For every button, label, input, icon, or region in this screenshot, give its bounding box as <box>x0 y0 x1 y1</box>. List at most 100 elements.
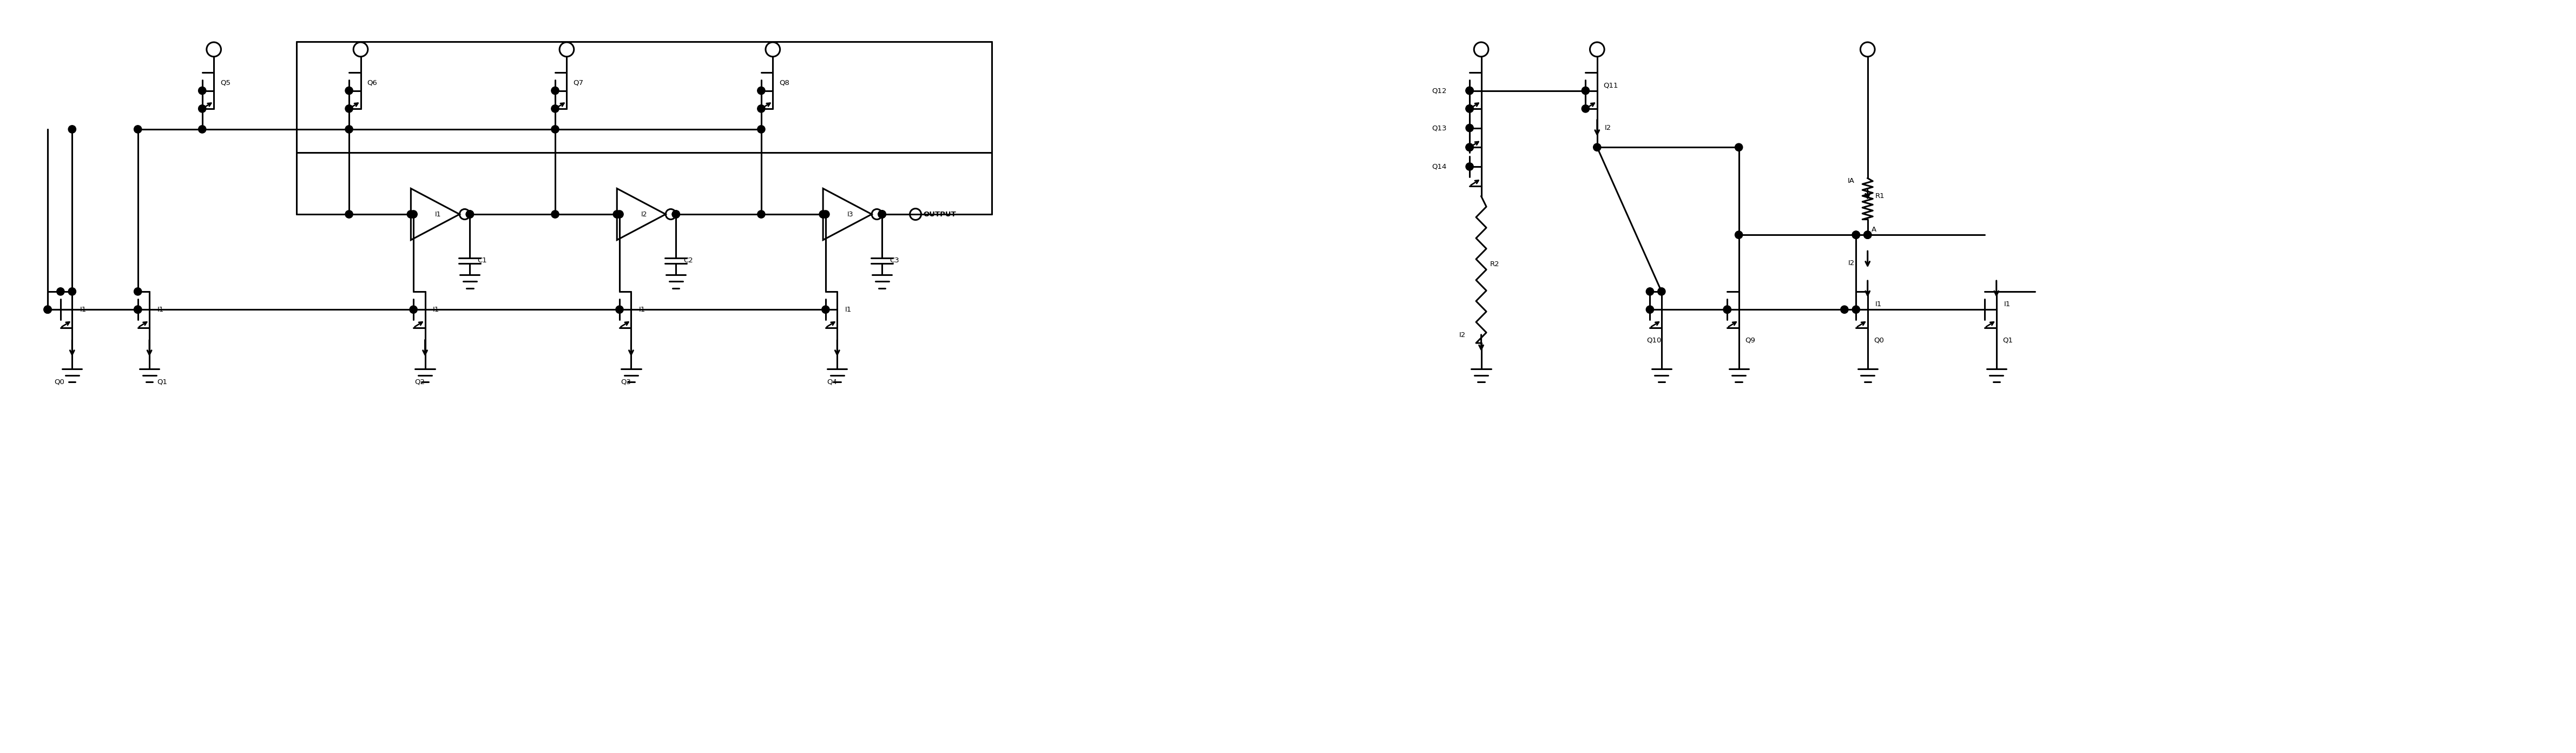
Circle shape <box>1839 306 1847 313</box>
Circle shape <box>1582 105 1589 112</box>
Circle shape <box>345 87 353 94</box>
Text: I2: I2 <box>1605 124 1613 132</box>
Text: Q0: Q0 <box>54 378 64 386</box>
Circle shape <box>616 210 623 218</box>
Text: C3: C3 <box>889 257 899 264</box>
Text: OUTPUT: OUTPUT <box>922 211 956 218</box>
Circle shape <box>1862 231 1870 239</box>
Circle shape <box>1646 288 1654 295</box>
Text: I2: I2 <box>1847 260 1855 267</box>
Text: Q4: Q4 <box>827 378 837 386</box>
Circle shape <box>466 210 474 218</box>
Text: Q6: Q6 <box>368 79 376 87</box>
Circle shape <box>1723 306 1731 313</box>
Text: I1: I1 <box>639 306 647 313</box>
Text: I1: I1 <box>845 306 853 313</box>
Circle shape <box>345 105 353 112</box>
Text: Q7: Q7 <box>572 79 582 87</box>
Circle shape <box>1466 143 1473 151</box>
Text: Q8: Q8 <box>778 79 788 87</box>
Text: Q5: Q5 <box>222 79 229 87</box>
Circle shape <box>1582 87 1589 94</box>
Circle shape <box>70 288 77 295</box>
Circle shape <box>757 87 765 94</box>
Circle shape <box>1852 231 1860 239</box>
Text: I2: I2 <box>641 211 647 218</box>
Circle shape <box>44 306 52 313</box>
Circle shape <box>1656 288 1664 295</box>
Circle shape <box>757 210 765 218</box>
Circle shape <box>57 288 64 295</box>
Circle shape <box>819 210 827 218</box>
Text: C1: C1 <box>477 257 487 264</box>
Text: I1: I1 <box>1875 301 1883 308</box>
Circle shape <box>551 105 559 112</box>
Text: I1: I1 <box>433 306 440 313</box>
Text: R1: R1 <box>1875 193 1886 200</box>
Circle shape <box>1466 105 1473 112</box>
Circle shape <box>410 306 417 313</box>
Text: IA: IA <box>1847 177 1855 184</box>
Circle shape <box>44 306 52 313</box>
Text: I1: I1 <box>157 306 165 313</box>
Circle shape <box>134 306 142 313</box>
Circle shape <box>757 105 765 112</box>
Circle shape <box>134 306 142 313</box>
Text: Q14: Q14 <box>1432 163 1448 170</box>
Text: Q3: Q3 <box>621 378 631 386</box>
Circle shape <box>410 210 417 218</box>
Circle shape <box>878 210 886 218</box>
Circle shape <box>1862 231 1870 239</box>
Circle shape <box>672 210 680 218</box>
Text: Q0: Q0 <box>1873 337 1883 344</box>
Circle shape <box>1466 163 1473 170</box>
Text: I1: I1 <box>80 306 88 313</box>
Circle shape <box>613 210 621 218</box>
Text: Q13: Q13 <box>1432 124 1448 132</box>
Circle shape <box>1466 143 1473 151</box>
Circle shape <box>1736 231 1741 239</box>
Circle shape <box>1646 306 1654 313</box>
Circle shape <box>757 126 765 133</box>
Circle shape <box>466 210 474 218</box>
Circle shape <box>616 306 623 313</box>
Text: I1: I1 <box>2004 301 2012 308</box>
Text: R2: R2 <box>1489 261 1499 268</box>
Circle shape <box>198 126 206 133</box>
Text: I1: I1 <box>435 211 440 218</box>
Text: Q2: Q2 <box>415 378 425 386</box>
Text: Q10: Q10 <box>1646 337 1662 344</box>
Text: I3: I3 <box>848 211 853 218</box>
Text: Q1: Q1 <box>2002 337 2012 344</box>
Circle shape <box>551 126 559 133</box>
Circle shape <box>1852 306 1860 313</box>
Circle shape <box>1852 231 1860 239</box>
Text: I2: I2 <box>1458 332 1466 339</box>
Circle shape <box>672 210 680 218</box>
Text: C2: C2 <box>683 257 693 264</box>
Circle shape <box>407 210 415 218</box>
Circle shape <box>198 105 206 112</box>
Text: Q12: Q12 <box>1432 87 1448 94</box>
Circle shape <box>1466 87 1473 94</box>
Circle shape <box>551 210 559 218</box>
Circle shape <box>1723 306 1731 313</box>
Circle shape <box>1736 143 1741 151</box>
Text: Q11: Q11 <box>1602 82 1618 89</box>
Circle shape <box>878 210 886 218</box>
Circle shape <box>551 87 559 94</box>
Circle shape <box>878 210 886 218</box>
Text: Q9: Q9 <box>1744 337 1754 344</box>
Text: Q1: Q1 <box>157 378 167 386</box>
Circle shape <box>345 210 353 218</box>
Circle shape <box>822 306 829 313</box>
Circle shape <box>1466 87 1473 94</box>
Circle shape <box>134 288 142 295</box>
Circle shape <box>198 87 206 94</box>
Circle shape <box>70 126 77 133</box>
Circle shape <box>345 126 353 133</box>
Circle shape <box>822 210 829 218</box>
Circle shape <box>1466 105 1473 112</box>
Text: A: A <box>1870 226 1875 233</box>
Circle shape <box>1592 143 1602 151</box>
